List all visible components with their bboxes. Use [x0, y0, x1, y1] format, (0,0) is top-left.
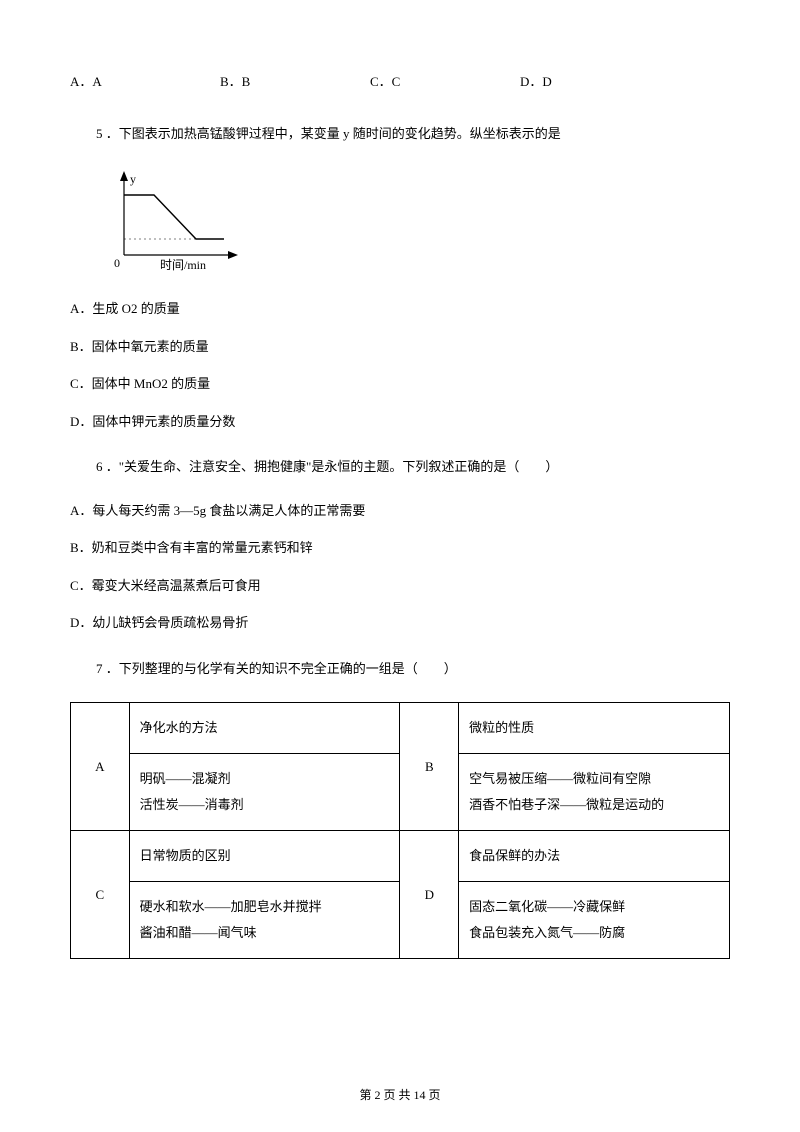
cell-a-label: A — [71, 703, 130, 831]
option-b: B．B — [220, 72, 370, 92]
cell-b-body: 空气易被压缩——微粒间有空隙酒香不怕巷子深——微粒是运动的 — [459, 754, 730, 831]
q7-table: A 净化水的方法 B 微粒的性质 明矾——混凝剂活性炭——消毒剂 空气易被压缩—… — [70, 702, 730, 959]
question-5: 5 ．下图表示加热高锰酸钾过程中，某变量 y 随时间的变化趋势。纵坐标表示的是 — [70, 124, 730, 144]
cell-b-header: 微粒的性质 — [459, 703, 730, 754]
question-6: 6 ．"关爱生命、注意安全、拥抱健康"是永恒的主题。下列叙述正确的是（ ） — [70, 457, 730, 477]
x-axis-arrow — [228, 251, 238, 259]
table-row: A 净化水的方法 B 微粒的性质 — [71, 703, 730, 754]
option-d: D．D — [520, 72, 670, 92]
q6-answer-d: D．幼儿缺钙会骨质疏松易骨折 — [70, 613, 730, 633]
cell-a-body: 明矾——混凝剂活性炭——消毒剂 — [129, 754, 400, 831]
q6-answer-b: B．奶和豆类中含有丰富的常量元素钙和锌 — [70, 538, 730, 558]
q6-answer-c: C．霉变大米经高温蒸煮后可食用 — [70, 576, 730, 596]
q5-answer-d: D．固体中钾元素的质量分数 — [70, 412, 730, 432]
q5-answer-b: B．固体中氧元素的质量 — [70, 337, 730, 357]
q6-answer-a: A．每人每天约需 3—5g 食盐以满足人体的正常需要 — [70, 501, 730, 521]
q5-answer-c: C．固体中 MnO2 的质量 — [70, 374, 730, 394]
cell-c-label: C — [71, 831, 130, 959]
option-c: C．C — [370, 72, 520, 92]
page-footer: 第 2 页 共 14 页 — [0, 1086, 800, 1104]
cell-a-header: 净化水的方法 — [129, 703, 400, 754]
cell-c-body: 硬水和软水——加肥皂水并搅拌酱油和醋——闻气味 — [129, 882, 400, 959]
origin-label: 0 — [114, 256, 120, 270]
table-row: C 日常物质的区别 D 食品保鲜的办法 — [71, 831, 730, 882]
cell-d-label: D — [400, 831, 459, 959]
cell-d-body: 固态二氧化碳——冷藏保鲜食品包装充入氮气——防腐 — [459, 882, 730, 959]
question-7: 7 ．下列整理的与化学有关的知识不完全正确的一组是（ ） — [70, 659, 730, 679]
x-label: 时间/min — [160, 258, 206, 272]
y-axis-arrow — [120, 171, 128, 181]
y-label: y — [130, 172, 136, 186]
q5-answer-a: A．生成 O2 的质量 — [70, 299, 730, 319]
cell-c-header: 日常物质的区别 — [129, 831, 400, 882]
curve — [124, 195, 224, 239]
q5-chart: y 0 时间/min — [106, 167, 730, 277]
cell-b-label: B — [400, 703, 459, 831]
cell-d-header: 食品保鲜的办法 — [459, 831, 730, 882]
option-a: A．A — [70, 72, 220, 92]
top-answer-options: A．A B．B C．C D．D — [70, 72, 730, 92]
